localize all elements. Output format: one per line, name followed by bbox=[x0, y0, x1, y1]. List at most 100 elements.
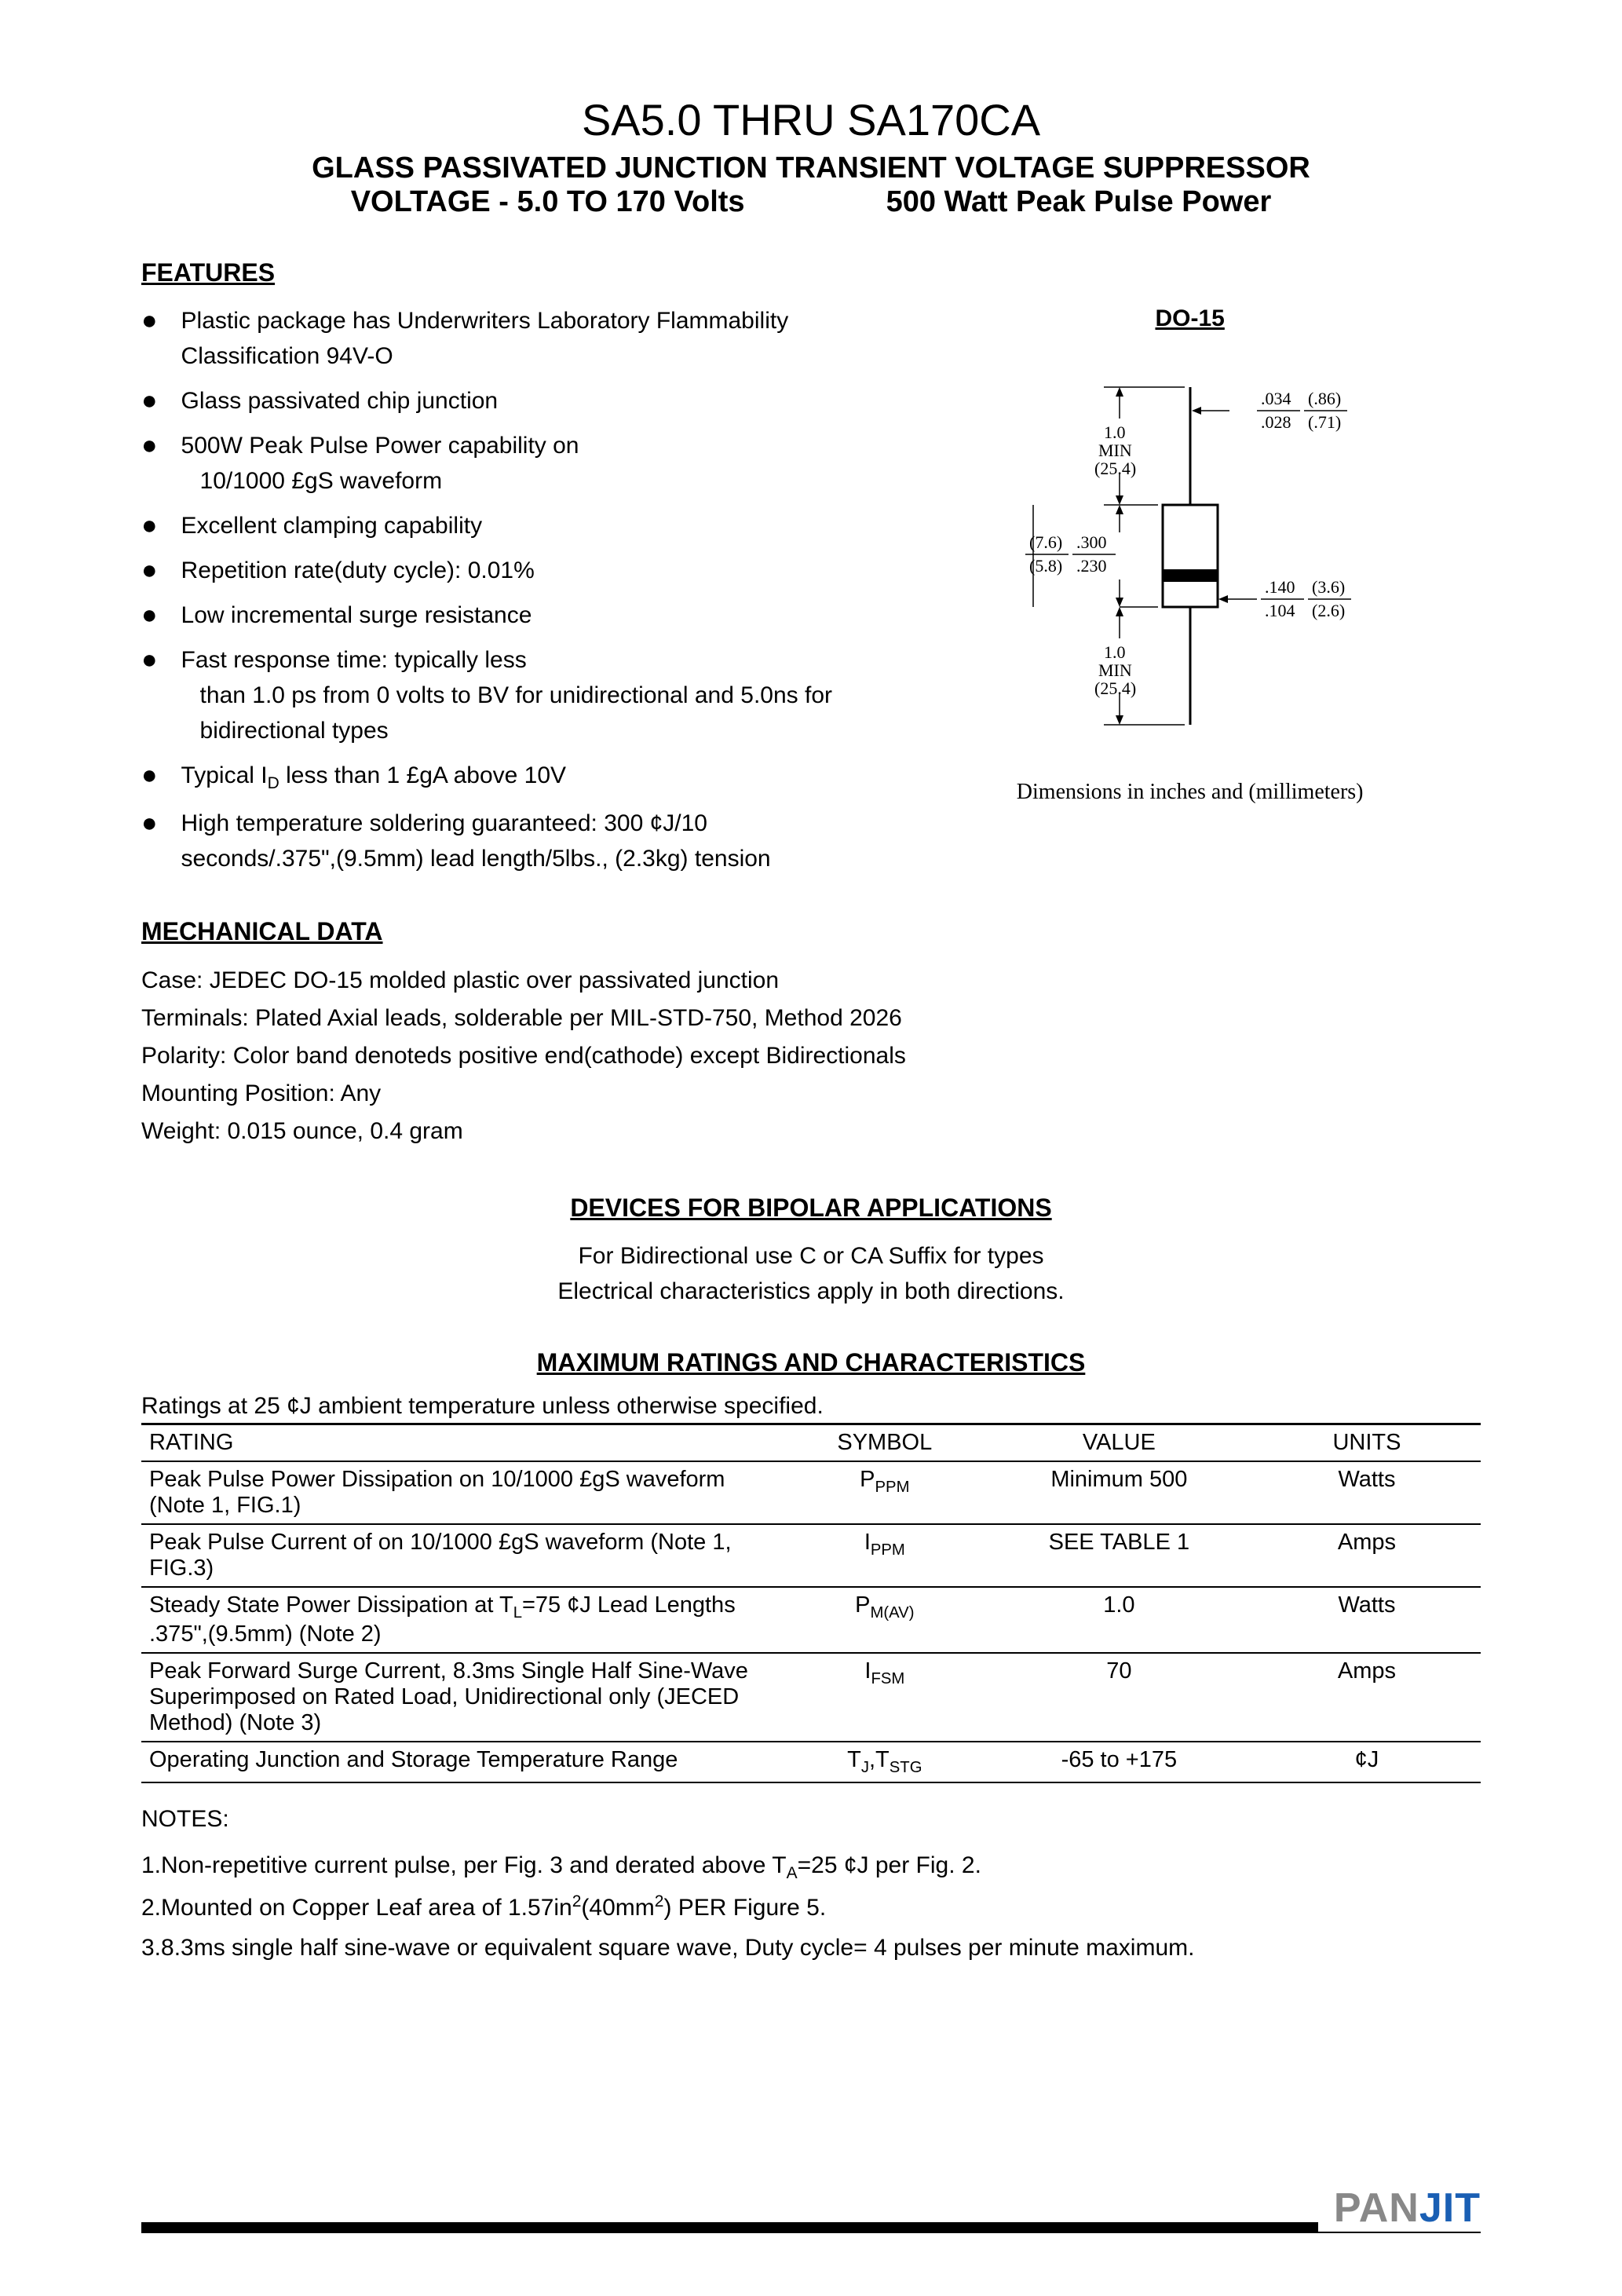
bipolar-line2: Electrical characteristics apply in both… bbox=[141, 1274, 1481, 1309]
mechanical-line: Polarity: Color band denoteds positive e… bbox=[141, 1037, 1481, 1075]
bipolar-section: DEVICES FOR BIPOLAR APPLICATIONS For Bid… bbox=[141, 1194, 1481, 1309]
cell-value: -65 to +175 bbox=[985, 1742, 1253, 1782]
col-units: UNITS bbox=[1253, 1424, 1481, 1461]
bullet-icon: ● bbox=[141, 806, 158, 840]
svg-text:1.0: 1.0 bbox=[1104, 422, 1126, 442]
mechanical-section: MECHANICAL DATA Case: JEDEC DO-15 molded… bbox=[141, 917, 1481, 1150]
table-row: Operating Junction and Storage Temperatu… bbox=[141, 1742, 1481, 1782]
svg-text:.028: .028 bbox=[1261, 412, 1291, 432]
cell-units: Watts bbox=[1253, 1587, 1481, 1654]
svg-text:MIN: MIN bbox=[1098, 441, 1132, 460]
note-item: 3.8.3ms single half sine-wave or equival… bbox=[141, 1928, 1481, 1968]
svg-text:(.71): (.71) bbox=[1308, 412, 1341, 432]
title-main: SA5.0 THRU SA170CA bbox=[141, 94, 1481, 145]
svg-text:(.86): (.86) bbox=[1308, 389, 1341, 408]
table-row: Steady State Power Dissipation at TL=75 … bbox=[141, 1587, 1481, 1654]
cell-symbol: PPPM bbox=[784, 1461, 985, 1524]
title-subtitle2: VOLTAGE - 5.0 TO 170 Volts 500 Watt Peak… bbox=[141, 185, 1481, 219]
subtitle2b: 500 Watt Peak Pulse Power bbox=[886, 185, 1272, 219]
cell-rating: Peak Forward Surge Current, 8.3ms Single… bbox=[141, 1653, 784, 1742]
feature-text: Excellent clamping capability bbox=[181, 508, 853, 543]
feature-text: Typical ID less than 1 £gA above 10V bbox=[181, 758, 853, 796]
bullet-icon: ● bbox=[141, 383, 158, 418]
svg-text:(25.4): (25.4) bbox=[1094, 459, 1136, 478]
features-list: ● Plastic package has Underwriters Labora… bbox=[141, 303, 852, 876]
feature-item: ● Excellent clamping capability bbox=[141, 508, 852, 543]
bullet-icon: ● bbox=[141, 303, 158, 338]
svg-text:1.0: 1.0 bbox=[1104, 642, 1126, 662]
table-row: Peak Forward Surge Current, 8.3ms Single… bbox=[141, 1653, 1481, 1742]
notes-heading: NOTES: bbox=[141, 1799, 1481, 1839]
mechanical-line: Mounting Position: Any bbox=[141, 1075, 1481, 1113]
notes-section: NOTES: 1.Non-repetitive current pulse, p… bbox=[141, 1799, 1481, 1968]
table-row: Peak Pulse Power Dissipation on 10/1000 … bbox=[141, 1461, 1481, 1524]
notes-list: 1.Non-repetitive current pulse, per Fig.… bbox=[141, 1845, 1481, 1968]
feature-item: ● Plastic package has Underwriters Labora… bbox=[141, 303, 852, 374]
bullet-icon: ● bbox=[141, 508, 158, 543]
svg-text:(5.8): (5.8) bbox=[1029, 556, 1062, 576]
left-column: FEATURES ●Plastic package has Underwrite… bbox=[141, 258, 852, 886]
subtitle2a: VOLTAGE - 5.0 TO 170 Volts bbox=[351, 185, 745, 219]
ratings-section: MAXIMUM RATINGS AND CHARACTERISTICS Rati… bbox=[141, 1348, 1481, 1784]
feature-text: Low incremental surge resistance bbox=[181, 598, 853, 633]
page-footer: PANJIT bbox=[141, 2222, 1481, 2233]
col-symbol: SYMBOL bbox=[784, 1424, 985, 1461]
ratings-table: RATING SYMBOL VALUE UNITS Peak Pulse Pow… bbox=[141, 1423, 1481, 1784]
cell-units: Amps bbox=[1253, 1524, 1481, 1587]
ratings-tbody: Peak Pulse Power Dissipation on 10/1000 … bbox=[141, 1461, 1481, 1783]
package-diagram: 1.0 MIN (25.4) .034 (.86) .028 (.71) (7.… bbox=[986, 364, 1394, 756]
mechanical-line: Terminals: Plated Axial leads, solderabl… bbox=[141, 1000, 1481, 1037]
cell-symbol: IFSM bbox=[784, 1653, 985, 1742]
svg-text:.230: .230 bbox=[1076, 556, 1107, 576]
mechanical-line: Weight: 0.015 ounce, 0.4 gram bbox=[141, 1113, 1481, 1150]
feature-text: High temperature soldering guaranteed: 3… bbox=[181, 806, 853, 876]
svg-text:.034: .034 bbox=[1261, 389, 1291, 408]
svg-text:(3.6): (3.6) bbox=[1312, 577, 1345, 597]
cell-value: 70 bbox=[985, 1653, 1253, 1742]
feature-text: Fast response time: typically lessthan 1… bbox=[181, 642, 853, 748]
bipolar-heading: DEVICES FOR BIPOLAR APPLICATIONS bbox=[570, 1194, 1051, 1223]
cell-symbol: PM(AV) bbox=[784, 1587, 985, 1654]
cell-rating: Steady State Power Dissipation at TL=75 … bbox=[141, 1587, 784, 1654]
svg-text:.140: .140 bbox=[1265, 577, 1295, 597]
table-row: Peak Pulse Current of on 10/1000 £gS wav… bbox=[141, 1524, 1481, 1587]
cell-value: Minimum 500 bbox=[985, 1461, 1253, 1524]
diagram-caption: Dimensions in inches and (millimeters) bbox=[1017, 780, 1364, 805]
bullet-icon: ● bbox=[141, 598, 158, 632]
bullet-icon: ● bbox=[141, 553, 158, 587]
feature-item: ●Fast response time: typically lessthan … bbox=[141, 642, 852, 748]
cell-units: Watts bbox=[1253, 1461, 1481, 1524]
bipolar-line1: For Bidirectional use C or CA Suffix for… bbox=[141, 1238, 1481, 1274]
note-item: 1.Non-repetitive current pulse, per Fig.… bbox=[141, 1845, 1481, 1888]
mechanical-heading: MECHANICAL DATA bbox=[141, 917, 1481, 946]
svg-text:(7.6): (7.6) bbox=[1029, 532, 1062, 552]
logo-pan: PAN bbox=[1334, 2185, 1419, 2231]
cell-value: 1.0 bbox=[985, 1587, 1253, 1654]
document-header: SA5.0 THRU SA170CA GLASS PASSIVATED JUNC… bbox=[141, 94, 1481, 219]
cell-rating: Peak Pulse Power Dissipation on 10/1000 … bbox=[141, 1461, 784, 1524]
table-header-row: RATING SYMBOL VALUE UNITS bbox=[141, 1424, 1481, 1461]
svg-text:(25.4): (25.4) bbox=[1094, 678, 1136, 698]
cell-rating: Peak Pulse Current of on 10/1000 £gS wav… bbox=[141, 1524, 784, 1587]
feature-text: Plastic package has Underwriters Laborat… bbox=[181, 303, 853, 374]
mechanical-text: Case: JEDEC DO-15 molded plastic over pa… bbox=[141, 962, 1481, 1150]
col-rating: RATING bbox=[141, 1424, 784, 1461]
svg-text:(2.6): (2.6) bbox=[1312, 601, 1345, 620]
cell-symbol: IPPM bbox=[784, 1524, 985, 1587]
feature-text: Repetition rate(duty cycle): 0.01% bbox=[181, 553, 853, 588]
ratings-intro: Ratings at 25 ¢J ambient temperature unl… bbox=[141, 1393, 1481, 1420]
right-column: DO-15 1.0 MIN (25.4) .034 (.86) bbox=[899, 258, 1481, 886]
cell-units: ¢J bbox=[1253, 1742, 1481, 1782]
feature-item: ● Repetition rate(duty cycle): 0.01% bbox=[141, 553, 852, 588]
footer-rule bbox=[141, 2222, 1481, 2233]
svg-text:.300: .300 bbox=[1076, 532, 1107, 552]
cell-units: Amps bbox=[1253, 1653, 1481, 1742]
feature-item: ● Glass passivated chip junction bbox=[141, 383, 852, 419]
feature-text: Glass passivated chip junction bbox=[181, 383, 853, 419]
title-subtitle1: GLASS PASSIVATED JUNCTION TRANSIENT VOLT… bbox=[141, 152, 1481, 185]
bullet-icon: ● bbox=[141, 428, 158, 462]
feature-item: ● High temperature soldering guaranteed: … bbox=[141, 806, 852, 876]
ratings-heading: MAXIMUM RATINGS AND CHARACTERISTICS bbox=[537, 1348, 1086, 1377]
feature-item: ●500W Peak Pulse Power capability on10/1… bbox=[141, 428, 852, 499]
cell-value: SEE TABLE 1 bbox=[985, 1524, 1253, 1587]
